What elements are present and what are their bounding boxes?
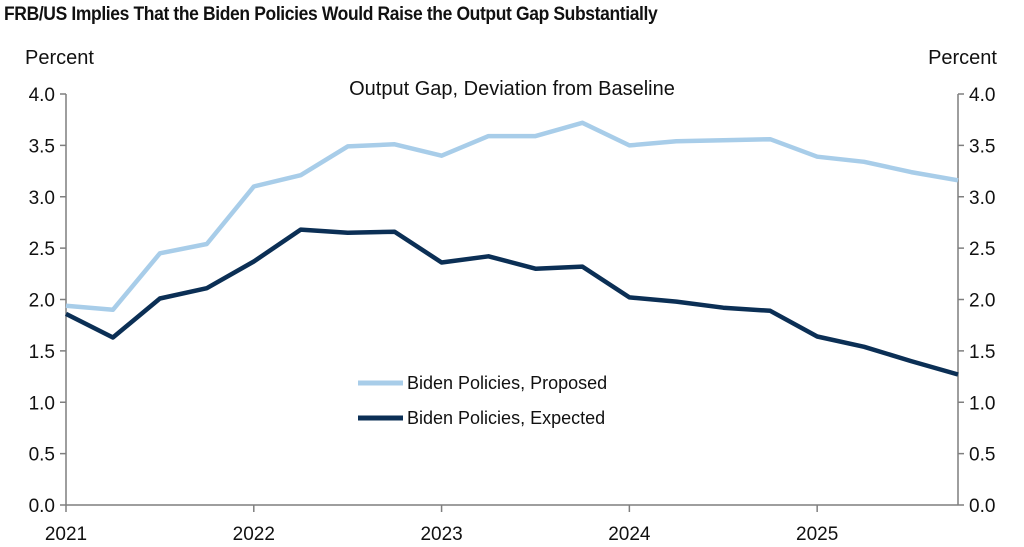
left-y-tick-label: 2.0 <box>29 291 55 312</box>
right-y-tick-label: 4.0 <box>969 85 995 106</box>
right-y-tick-label: 2.5 <box>969 239 995 260</box>
axes: 0.0 0.0 0.5 0.5 1.0 1.0 1.5 1.5 2.0 2.0 2.5 2.5 3.0 3… <box>29 85 996 545</box>
right-y-tick-label: 0.5 <box>969 445 995 466</box>
right-y-tick-label: 2.0 <box>969 291 995 312</box>
right-y-tick-label: 0.0 <box>969 496 995 517</box>
chart-subtitle: Output Gap, Deviation from Baseline <box>349 78 675 100</box>
right-y-tick-label: 1.0 <box>969 393 995 414</box>
x-tick-label: 2025 <box>796 524 838 545</box>
left-y-tick-label: 1.5 <box>29 342 55 363</box>
x-tick-label: 2024 <box>608 524 651 545</box>
right-axis-unit: Percent <box>928 47 997 69</box>
series-layer <box>64 120 959 377</box>
right-y-tick-label: 3.0 <box>969 188 995 209</box>
right-y-tick-label: 3.5 <box>969 136 995 157</box>
left-y-tick-label: 4.0 <box>29 85 55 106</box>
left-y-tick-label: 2.5 <box>29 239 55 260</box>
left-y-tick-label: 3.5 <box>29 136 55 157</box>
left-y-tick-label: 0.0 <box>29 496 55 517</box>
series-line-expected <box>64 227 959 377</box>
legend-label-expected: Biden Policies, Expected <box>407 408 605 428</box>
x-tick-label: 2022 <box>233 524 275 545</box>
left-axis-unit: Percent <box>25 47 94 69</box>
x-tick-label: 2021 <box>45 524 87 545</box>
left-y-tick-label: 0.5 <box>29 445 55 466</box>
left-y-tick-label: 1.0 <box>29 393 55 414</box>
left-y-tick-label: 3.0 <box>29 188 55 209</box>
x-tick-label: 2023 <box>420 524 462 545</box>
legend-label-proposed: Biden Policies, Proposed <box>407 373 607 393</box>
legend: Biden Policies, Proposed Biden Policies, … <box>358 373 607 428</box>
chart-title: FRB/US Implies That the Biden Policies W… <box>4 4 658 25</box>
right-y-tick-label: 1.5 <box>969 342 995 363</box>
series-line-proposed <box>65 120 959 313</box>
